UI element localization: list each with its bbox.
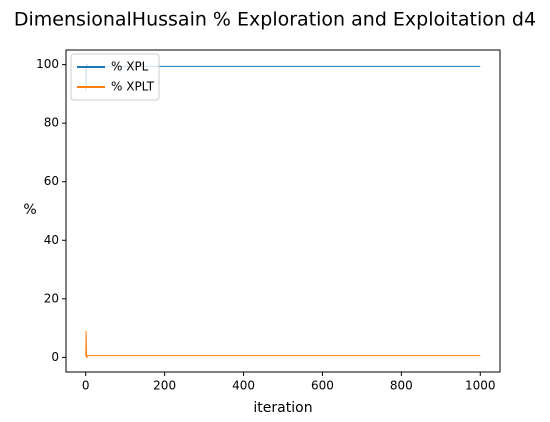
data-line (85, 331, 481, 358)
y-tick-label: 80 (44, 116, 59, 130)
legend-box (70, 53, 160, 101)
axes-frame (65, 49, 501, 373)
x-tick-label: 400 (232, 379, 255, 393)
y-axis-label: % (23, 202, 36, 218)
x-tick-label: 200 (153, 379, 176, 393)
x-tick-label: 800 (390, 379, 413, 393)
x-tick-label: 1000 (465, 379, 496, 393)
chart-title: DimensionalHussain % Exploration and Exp… (14, 9, 536, 31)
x-tick-label: 0 (82, 379, 90, 393)
y-tick-label: 40 (44, 233, 59, 247)
y-tick-label: 60 (44, 174, 59, 188)
legend-label: % XPL (111, 60, 149, 74)
y-tick-label: 0 (51, 350, 59, 364)
y-tick-label: 100 (36, 57, 59, 71)
legend-label: % XPLT (111, 80, 155, 94)
x-tick-label: 600 (311, 379, 334, 393)
x-axis-label: iteration (253, 400, 312, 416)
y-tick-label: 20 (44, 291, 59, 305)
